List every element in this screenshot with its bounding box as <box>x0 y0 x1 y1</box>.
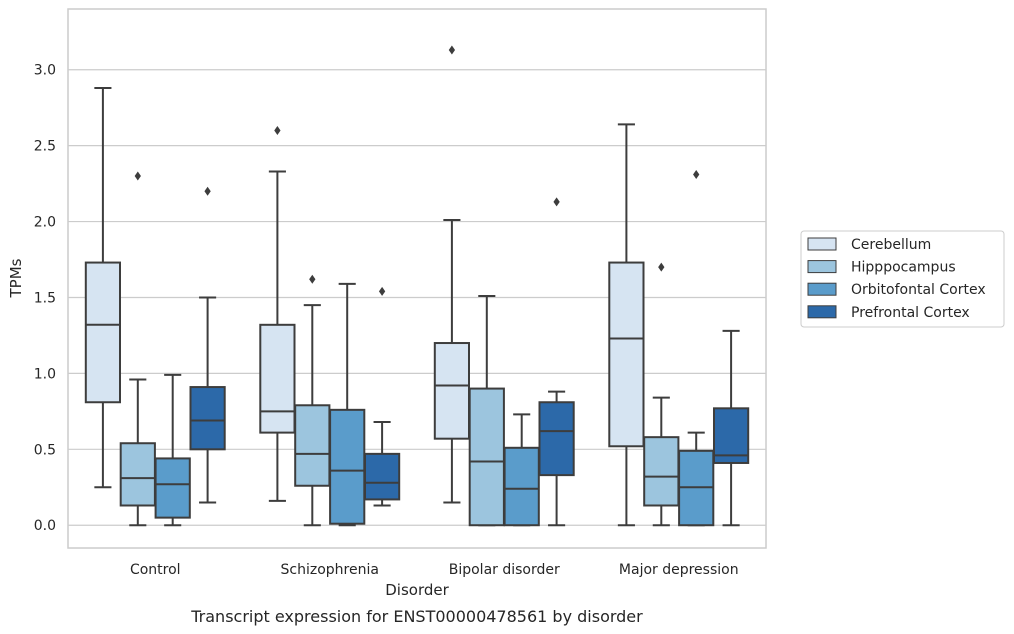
box-iqr <box>363 452 401 501</box>
outlier-point <box>204 186 211 196</box>
box-2-2 <box>294 274 331 527</box>
y-tick-label: 3.0 <box>34 63 56 79</box>
box-iqr <box>433 342 471 440</box>
x-tick-label: Control <box>130 562 181 578</box>
outlier-point <box>693 169 700 179</box>
y-axis-label: TPMs <box>7 258 25 298</box>
legend: Cerebellum Hipppocampus Orbitofontal Corte… <box>800 230 1005 328</box>
y-tick-label: 1.5 <box>34 290 56 306</box>
outlier-point <box>448 45 456 55</box>
box-4-4 <box>712 329 750 527</box>
legend-label: Hipppocampus <box>851 260 956 276</box>
box-4-3 <box>678 169 715 527</box>
box-2-1 <box>259 125 296 502</box>
box-1-1 <box>84 86 122 489</box>
box-iqr <box>608 261 645 448</box>
legend-swatch <box>807 282 837 296</box>
outlier-point <box>274 125 281 135</box>
box-3-3 <box>503 413 540 527</box>
y-tick-labels: 0.0 0.5 1.0 1.5 2.0 2.5 3.0 <box>34 63 56 534</box>
box-iqr <box>154 457 191 519</box>
legend-items: Cerebellum Hipppocampus Orbitofontal Corte… <box>807 237 986 321</box>
x-tick-label: Major depression <box>619 562 739 578</box>
box-iqr <box>189 386 226 451</box>
box-1-3 <box>154 373 191 527</box>
box-4-1 <box>608 123 645 527</box>
box-iqr <box>294 404 331 487</box>
box-1-2 <box>119 171 156 527</box>
box-iqr <box>119 442 156 507</box>
legend-label: Orbitofontal Cortex <box>851 282 986 298</box>
box-iqr <box>538 401 575 477</box>
legend-label: Cerebellum <box>851 237 931 253</box>
outlier-point <box>134 171 141 181</box>
box-2-3 <box>329 282 366 527</box>
box-iqr <box>329 408 366 525</box>
box-iqr <box>259 323 296 434</box>
box-iqr <box>643 436 680 507</box>
box-iqr <box>84 261 122 404</box>
x-axis-label: Disorder <box>385 581 449 599</box>
outlier-point <box>658 262 665 272</box>
x-tick-labels: Control Schizophrenia Bipolar disorder Majo… <box>130 562 739 578</box>
legend-swatch <box>807 305 837 319</box>
legend-frame <box>800 230 1005 328</box>
y-tick-label: 0.0 <box>34 518 56 534</box>
y-tick-label: 0.5 <box>34 442 56 458</box>
y-tick-label: 2.0 <box>34 215 56 231</box>
outlier-point <box>309 274 316 284</box>
y-tick-label: 2.5 <box>34 139 56 155</box>
box-3-2 <box>468 294 505 527</box>
y-tick-label: 1.0 <box>34 366 56 382</box>
outlier-point <box>378 286 386 296</box>
chart-caption: Transcript expression for ENST0000047856… <box>190 607 643 626</box>
legend-swatch <box>807 237 837 251</box>
box-1-4 <box>189 186 226 504</box>
box-iqr <box>503 446 540 527</box>
x-tick-label: Schizophrenia <box>281 562 379 578</box>
legend-swatch <box>807 260 837 274</box>
x-tick-label: Bipolar disorder <box>449 562 560 578</box>
legend-label: Prefrontal Cortex <box>851 305 970 321</box>
outlier-point <box>553 197 560 207</box>
box-iqr <box>468 387 505 527</box>
boxes-layer <box>84 45 750 527</box>
box-iqr <box>712 407 750 464</box>
box-3-4 <box>538 197 575 527</box>
box-2-4 <box>363 286 401 507</box>
